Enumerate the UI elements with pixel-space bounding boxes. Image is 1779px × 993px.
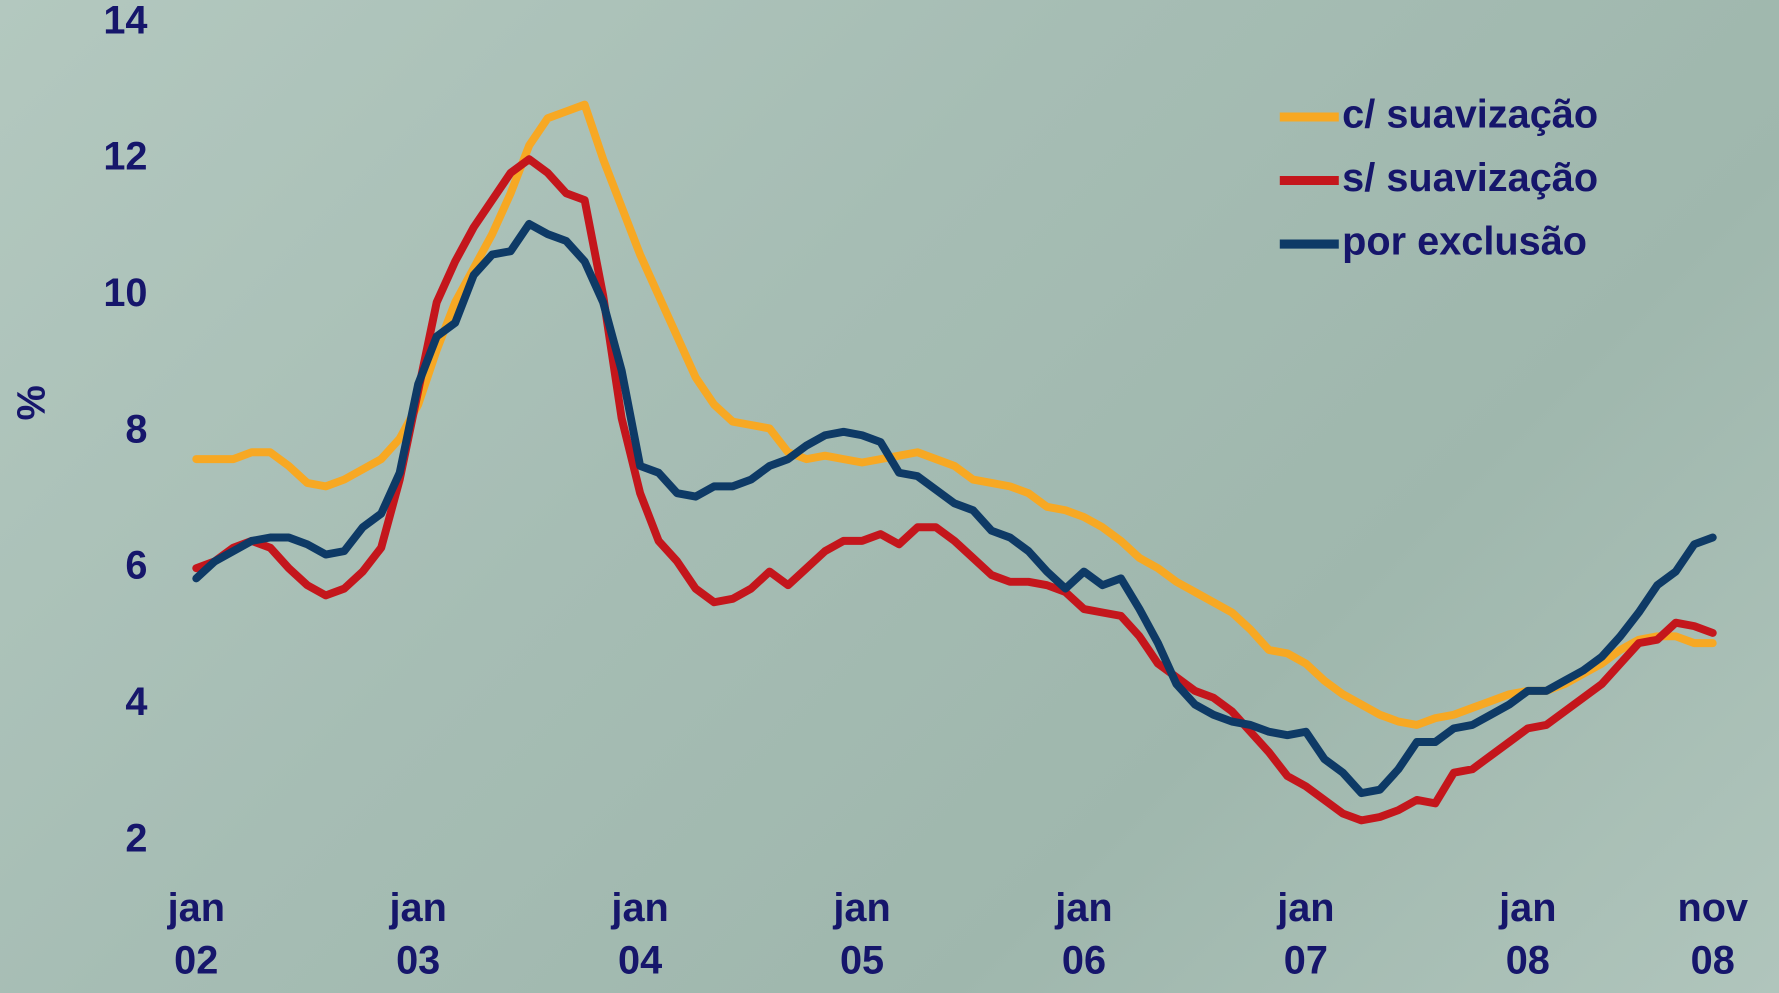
- y-tick-label: 12: [103, 135, 147, 179]
- y-tick-label: 14: [103, 0, 147, 42]
- x-tick-label: jan 03: [389, 887, 447, 983]
- y-tick-label: 10: [103, 271, 147, 315]
- legend-label: s/ suavização: [1342, 156, 1598, 200]
- x-tick-label: jan 02: [167, 887, 225, 983]
- legend-label: c/ suavização: [1342, 92, 1598, 136]
- series-line: [192, 100, 1717, 729]
- y-axis-label: %: [10, 385, 54, 420]
- y-tick-label: 6: [125, 544, 147, 588]
- x-tick-label: jan 04: [610, 887, 668, 983]
- y-tick-label: 8: [125, 407, 147, 451]
- x-tick-label: jan 08: [1498, 887, 1556, 983]
- series-line: [192, 219, 1717, 798]
- y-tick-label: 4: [125, 680, 147, 724]
- x-tick-label: jan 07: [1276, 887, 1334, 983]
- y-tick-label: 2: [125, 816, 147, 860]
- x-tick-label: nov 08: [1677, 887, 1748, 983]
- x-tick-label: jan 05: [832, 887, 890, 983]
- legend-label: por exclusão: [1342, 220, 1587, 264]
- series-line: [192, 155, 1717, 825]
- x-tick-label: jan 06: [1054, 887, 1112, 983]
